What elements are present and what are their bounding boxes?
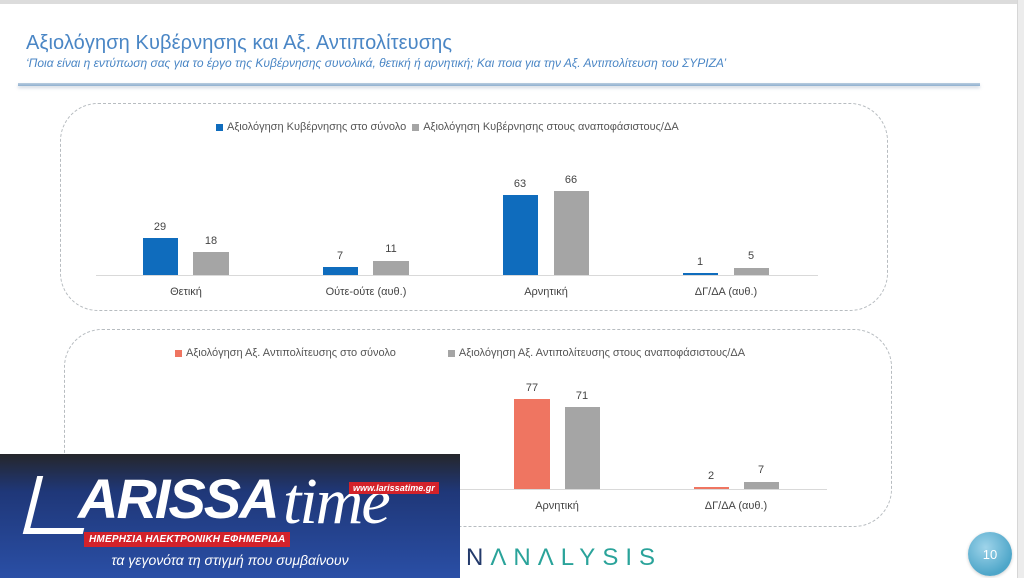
legend-item-gov-total: Αξιολόγηση Κυβέρνησης στο σύνολο <box>216 121 406 133</box>
bar-gov-undecided-dk <box>734 268 769 275</box>
banner-url: www.larissatime.gr <box>349 482 439 494</box>
category-label: ΔΓ/ΔΑ (αυθ.) <box>704 500 768 512</box>
category-label: ΔΓ/ΔΑ (αυθ.) <box>694 286 758 298</box>
bar-opp-undecided-dk <box>744 482 779 489</box>
page-number-badge: 10 <box>968 532 1012 576</box>
analysis-brand-logo: NΛNΛLYSIS <box>466 544 662 572</box>
slide-subtitle: ‘Ποια είναι η εντύπωση σας για το έργο τ… <box>26 56 727 70</box>
government-chart-panel <box>60 103 888 311</box>
title-divider <box>18 83 980 86</box>
opposition-chart-axis <box>100 489 827 490</box>
legend-swatch-blue-icon <box>216 123 223 131</box>
larissatime-banner[interactable]: ARISSA time www.larissatime.gr ΗΜΕΡΗΣΙΑ … <box>0 454 460 578</box>
slide-title: Αξιολόγηση Κυβέρνησης και Αξ. Αντιπολίτε… <box>26 32 453 54</box>
bar-opp-total-negative <box>514 399 550 489</box>
logo-time-text: time <box>283 465 391 538</box>
category-label: Ούτε-ούτε (αυθ.) <box>325 286 407 298</box>
logo-text: ARISSA <box>78 467 280 530</box>
window-top-strip <box>0 0 1024 4</box>
bar-gov-undecided-negative <box>554 191 589 275</box>
value-label: 66 <box>564 174 578 186</box>
category-label: Αρνητική <box>535 500 579 512</box>
category-label: Αρνητική <box>524 286 568 298</box>
opposition-chart-legend: Αξιολόγηση Αξ. Αντιπολίτευσης στο σύνολο… <box>175 347 745 359</box>
value-label: 5 <box>747 250 755 262</box>
brand-first-letter: N <box>466 544 491 571</box>
legend-swatch-gray-icon <box>447 349 455 357</box>
banner-slogan: τα γεγονότα τη στιγμή που συμβαίνουν <box>111 552 349 568</box>
banner-tagline: ΗΜΕΡΗΣΙΑ ΗΛΕΚΤΡΟΝΙΚΗ ΕΦΗΜΕΡΙΔΑ <box>84 532 291 547</box>
window-right-strip <box>1017 0 1024 578</box>
legend-item-opp-undecided: Αξιολόγηση Αξ. Αντιπολίτευσης στους αναπ… <box>447 347 746 359</box>
category-label: Θετική <box>170 286 202 298</box>
bar-gov-total-negative <box>503 195 538 275</box>
legend-label: Αξιολόγηση Αξ. Αντιπολίτευσης στους αναπ… <box>458 347 746 359</box>
value-label: 11 <box>385 243 397 255</box>
bar-gov-total-neutral <box>323 267 358 275</box>
value-label: 77 <box>525 382 539 394</box>
bar-gov-total-dk <box>683 273 718 275</box>
legend-label: Αξιολόγηση Κυβέρνησης στους αναποφάσιστο… <box>423 121 679 133</box>
value-label: 1 <box>696 256 704 268</box>
bar-opp-undecided-negative <box>565 407 600 489</box>
value-label: 7 <box>757 464 765 476</box>
bar-gov-total-positive <box>143 238 178 275</box>
brand-rest: ΛNΛLYSIS <box>490 544 662 571</box>
value-label: 18 <box>204 235 218 247</box>
legend-label: Αξιολόγηση Κυβέρνησης στο σύνολο <box>227 121 407 133</box>
value-label: 2 <box>707 470 715 482</box>
legend-item-opp-total: Αξιολόγηση Αξ. Αντιπολίτευσης στο σύνολο <box>175 347 396 359</box>
government-chart-axis <box>96 275 818 276</box>
value-label: 7 <box>336 250 344 262</box>
value-label: 63 <box>513 178 527 190</box>
value-label: 29 <box>153 221 167 233</box>
legend-swatch-red-icon <box>175 349 182 357</box>
bar-opp-total-dk <box>694 487 729 489</box>
value-label: 71 <box>575 390 589 402</box>
government-chart-legend: Αξιολόγηση Κυβέρνησης στο σύνολο Αξιολόγ… <box>216 121 679 133</box>
legend-item-gov-undecided: Αξιολόγηση Κυβέρνησης στους αναποφάσιστο… <box>412 121 679 133</box>
bar-gov-undecided-neutral <box>373 261 409 275</box>
bar-gov-undecided-positive <box>193 252 229 275</box>
legend-label: Αξιολόγηση Αξ. Αντιπολίτευσης στο σύνολο <box>186 347 396 359</box>
legend-swatch-gray-icon <box>412 123 420 131</box>
